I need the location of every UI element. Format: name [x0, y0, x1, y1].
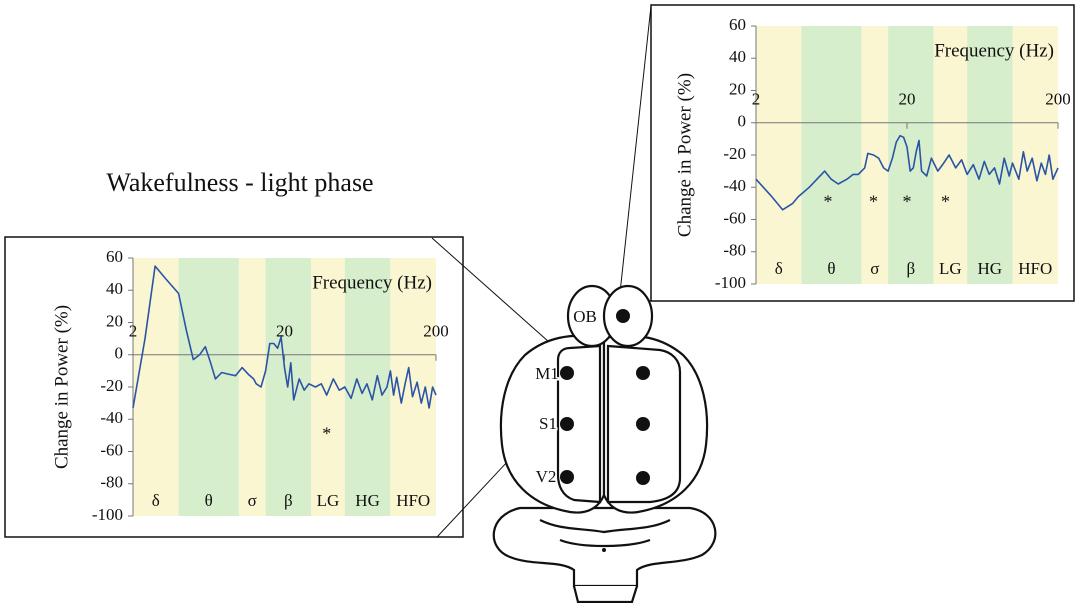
band-label: HG [355, 491, 380, 510]
band-label: θ [827, 259, 835, 278]
connector [618, 5, 652, 303]
chart: δ θ σ β LG HG HFO -100 -80 -60 -40 -20 0 20 40 60 2 20 200… [674, 15, 1070, 292]
y-axis-label: Change in Power (%) [51, 305, 72, 469]
x-tick-label: 20 [899, 90, 916, 109]
band-label: β [284, 491, 293, 510]
y-tick-label: 0 [738, 112, 747, 131]
y-tick-label: -60 [723, 208, 746, 227]
y-tick-label: -80 [100, 473, 123, 492]
band-label: HFO [396, 491, 430, 510]
band [933, 26, 968, 284]
band-label: σ [248, 491, 257, 510]
brain-diagram [492, 284, 717, 603]
band-label: σ [870, 259, 879, 278]
y-tick-label: -60 [100, 440, 123, 459]
band-label: LG [939, 259, 962, 278]
band [1012, 26, 1058, 284]
y-tick-label: 40 [106, 279, 123, 298]
band-label: HG [978, 259, 1003, 278]
band-label: δ [152, 491, 160, 510]
band-label: LG [317, 491, 340, 510]
significance-marker: * [903, 192, 912, 212]
region-label: OB [573, 307, 597, 326]
data-line [755, 134, 1059, 211]
data-line [132, 265, 437, 409]
band [756, 26, 802, 284]
significance-marker: * [824, 192, 833, 212]
band-label: HFO [1018, 259, 1052, 278]
y-tick-label: 20 [106, 311, 123, 330]
y-tick-label: 60 [729, 15, 746, 34]
y-tick-label: 40 [729, 47, 746, 66]
significance-marker: * [869, 192, 878, 212]
band-label: δ [775, 259, 783, 278]
y-tick-label: -100 [715, 273, 746, 292]
band [888, 26, 934, 284]
y-tick-label: -40 [723, 176, 746, 195]
band [178, 258, 239, 516]
y-tick-label: 0 [115, 344, 124, 363]
band-label: β [907, 259, 916, 278]
x-tick-label: 20 [276, 322, 293, 341]
y-tick-label: -100 [92, 505, 123, 524]
y-tick-label: 20 [729, 79, 746, 98]
y-tick-label: -80 [723, 241, 746, 260]
band [801, 26, 862, 284]
band [133, 258, 179, 516]
y-tick-label: 60 [106, 247, 123, 266]
x-axis-label: Frequency (Hz) [934, 40, 1054, 61]
significance-marker: * [322, 424, 331, 444]
connector [431, 237, 559, 351]
region-label: M1 [535, 364, 559, 383]
band-label: θ [205, 491, 213, 510]
band [390, 258, 436, 516]
y-tick-label: -20 [723, 144, 746, 163]
region-label: S1 [539, 414, 557, 433]
region-label: V2 [536, 467, 557, 486]
x-tick-label: 2 [129, 322, 138, 341]
chart: δ θ σ β LG HG HFO -100 -80 -60 -40 -20 0 20 40 60 2 20 200… [51, 247, 448, 524]
region-labels: OB M1 S1 V2 [534, 305, 599, 487]
x-tick-label: 200 [423, 322, 449, 341]
band [967, 26, 1013, 284]
x-tick-label: 200 [1045, 90, 1071, 109]
figure-title: Wakefulness - light phase [106, 168, 373, 197]
x-tick-label: 2 [752, 90, 761, 109]
y-tick-label: -40 [100, 408, 123, 427]
significance-marker: * [941, 192, 950, 212]
x-axis-label: Frequency (Hz) [312, 272, 432, 293]
y-axis-label: Change in Power (%) [674, 73, 695, 237]
y-tick-label: -20 [100, 376, 123, 395]
